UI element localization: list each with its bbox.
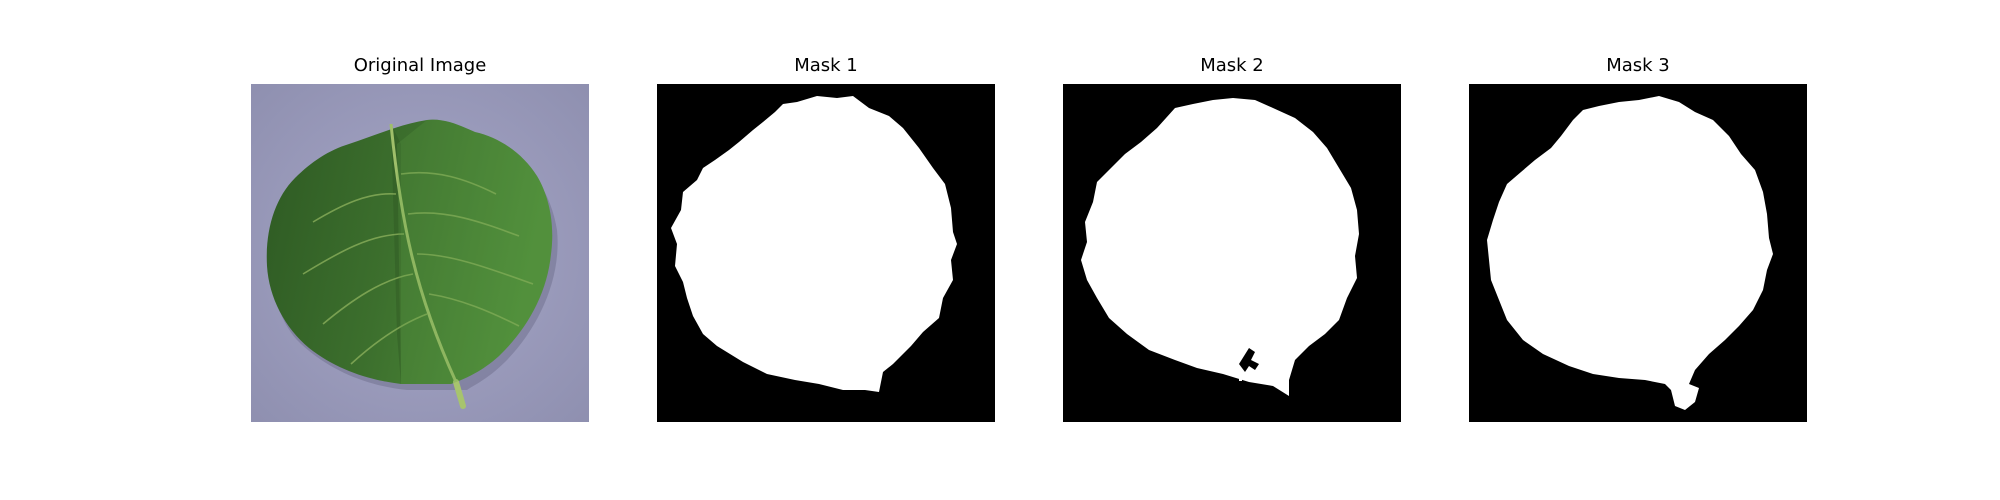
leaf-mask-2 [1063, 84, 1401, 422]
leaf-mask-3 [1469, 84, 1807, 422]
panel-mask-2: Mask 2 [1063, 52, 1401, 422]
panel-mask-3: Mask 3 [1469, 52, 1807, 422]
panel-title: Mask 1 [794, 55, 858, 76]
original-leaf-photo [251, 84, 589, 422]
panel-title: Mask 2 [1200, 55, 1264, 76]
panel-mask-1: Mask 1 [657, 52, 995, 422]
leaf-mask-1 [657, 84, 995, 422]
panel-title: Mask 3 [1606, 55, 1670, 76]
panel-original-image: Original Image [251, 52, 589, 422]
panel-title: Original Image [353, 55, 487, 76]
